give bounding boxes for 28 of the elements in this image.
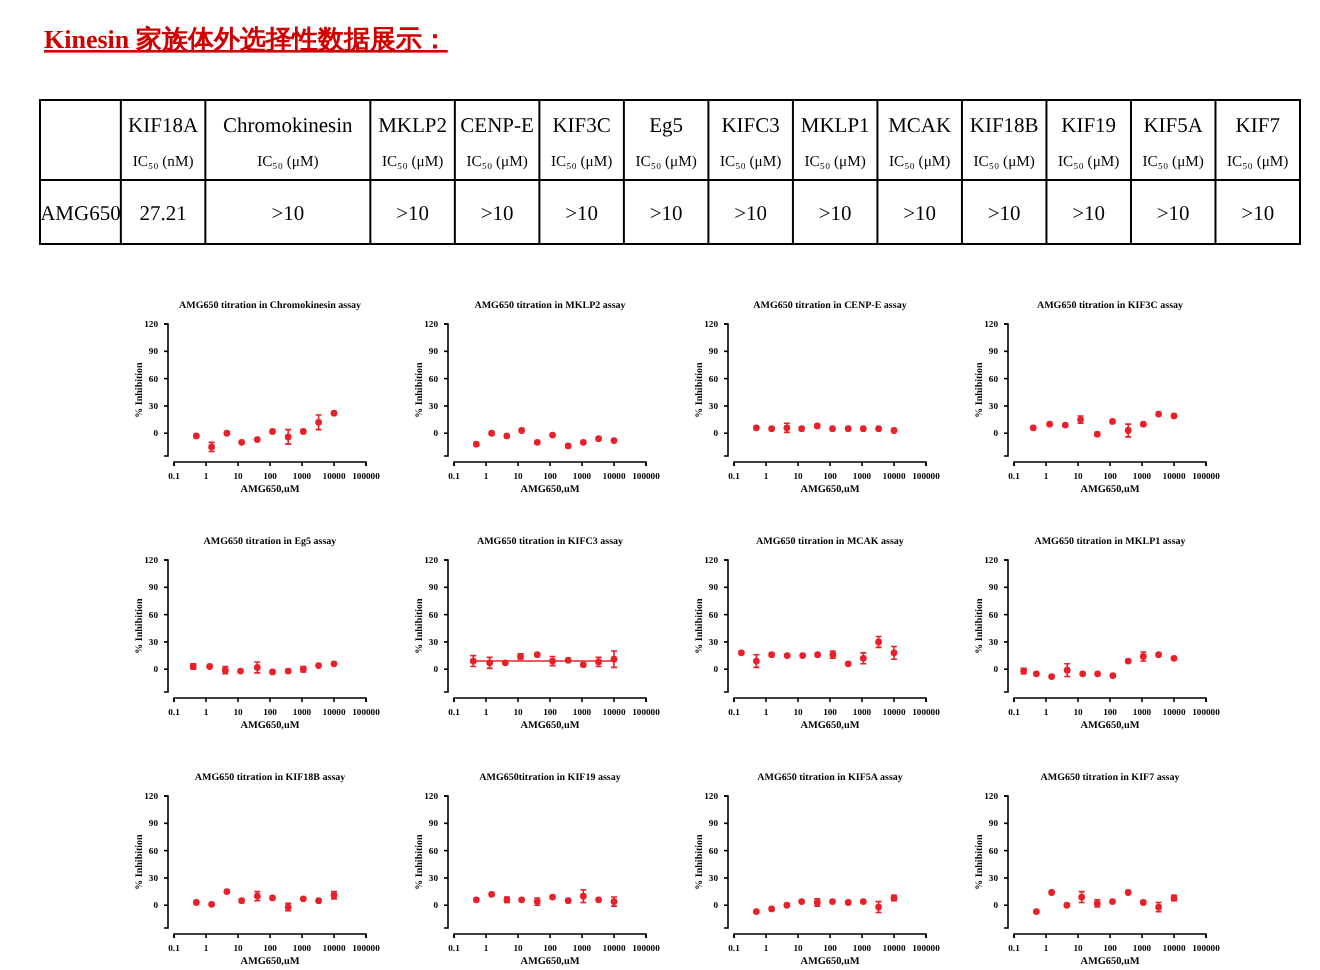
- category-label: KIF5A: [1143, 116, 1204, 138]
- text: >10: [480, 204, 514, 226]
- category-label: KIF18A: [128, 116, 199, 138]
- text: >10: [1156, 204, 1190, 226]
- text: >10: [903, 204, 937, 226]
- text: >10: [565, 204, 599, 226]
- category-label: MKLP1: [800, 116, 870, 138]
- category-label: KIF3C: [552, 116, 611, 138]
- text: >10: [1072, 204, 1106, 226]
- category-label: Eg5: [649, 116, 684, 138]
- text: >10: [1241, 204, 1275, 226]
- text: >10: [271, 204, 305, 226]
- category-label: KIFC3: [721, 116, 780, 138]
- category-label: AMG650: [40, 204, 121, 226]
- category-label: MCAK: [888, 116, 953, 138]
- text: >10: [987, 204, 1021, 226]
- text: 27.21: [139, 204, 187, 226]
- category-label: KIF7: [1235, 116, 1280, 138]
- text: >10: [396, 204, 430, 226]
- text: Kinesin 家族体外选择性数据展示：: [44, 24, 448, 54]
- text: >10: [734, 204, 768, 226]
- text: >10: [818, 204, 852, 226]
- category-label: MKLP2: [378, 116, 448, 138]
- category-label: CENP-E: [460, 116, 534, 138]
- category-label: Chromokinesin: [223, 116, 355, 138]
- category-label: KIF19: [1061, 116, 1117, 138]
- category-label: KIF18B: [969, 116, 1039, 138]
- text: >10: [649, 204, 683, 226]
